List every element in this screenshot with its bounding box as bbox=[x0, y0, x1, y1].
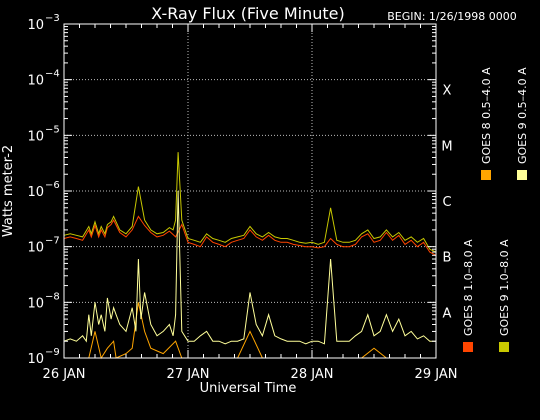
legend-label-4: GOES 9 0.5–4.0 A bbox=[516, 67, 529, 164]
y-tick-label: 10 bbox=[27, 18, 44, 33]
y-tick-exponent: −6 bbox=[45, 180, 60, 191]
y-tick-exponent: −9 bbox=[45, 347, 60, 358]
flare-class-label-b: B bbox=[443, 251, 452, 266]
begin-label: BEGIN: 1/26/1998 0000 bbox=[387, 10, 517, 23]
y-tick-exponent: −8 bbox=[45, 291, 60, 302]
series-line-4 bbox=[63, 190, 436, 345]
series-line-3 bbox=[63, 152, 437, 253]
flare-class-label-c: C bbox=[442, 195, 451, 210]
plot-area: 10−910−810−710−610−510−410 −326 JAN 27 JAN… bbox=[27, 13, 457, 382]
series-line-1 bbox=[63, 215, 437, 256]
x-tick-label: 26 JAN bbox=[43, 367, 86, 382]
legend-swatch-2 bbox=[481, 170, 491, 180]
y-tick-label: 10 bbox=[27, 129, 44, 144]
x-tick-label: 28 JAN bbox=[291, 367, 334, 382]
legend-label-1: GOES 8 1.0–8.0 A bbox=[462, 239, 475, 336]
x-axis-label: Universal Time bbox=[200, 381, 297, 396]
legend-swatch-4 bbox=[517, 170, 527, 180]
x-tick-label: 29 JAN bbox=[415, 367, 458, 382]
y-tick-label: 10 bbox=[27, 352, 44, 367]
y-tick-exponent: −4 bbox=[45, 69, 60, 80]
x-tick-label: 27 JAN bbox=[167, 367, 210, 382]
legend-swatch-1 bbox=[463, 342, 473, 352]
y-tick-exponent: −3 bbox=[45, 13, 60, 24]
y-tick-label: 10 bbox=[27, 74, 44, 89]
y-axis-label: Watts meter-2 bbox=[1, 145, 16, 237]
y-tick-exponent: −7 bbox=[45, 236, 60, 247]
legend-label-2: GOES 8 0.5–4.0 A bbox=[480, 67, 493, 164]
flare-class-label-x: X bbox=[443, 84, 452, 99]
y-tick-label: 10 bbox=[27, 241, 44, 256]
y-tick-label: 10 bbox=[27, 185, 44, 200]
legend-swatch-3 bbox=[499, 342, 509, 352]
legend-label-3: GOES 9 1.0–8.0 A bbox=[498, 239, 511, 336]
y-tick-exponent: −5 bbox=[45, 124, 60, 135]
legend: GOES 8 1.0–8.0 A GOES 8 0.5–4.0 A GOES 9 1… bbox=[462, 67, 529, 352]
flare-class-label-m: M bbox=[441, 139, 452, 154]
chart-title: X-Ray Flux (Five Minute) bbox=[151, 4, 344, 23]
flare-class-label-a: A bbox=[443, 306, 452, 321]
y-tick-label: 10 bbox=[27, 296, 44, 311]
